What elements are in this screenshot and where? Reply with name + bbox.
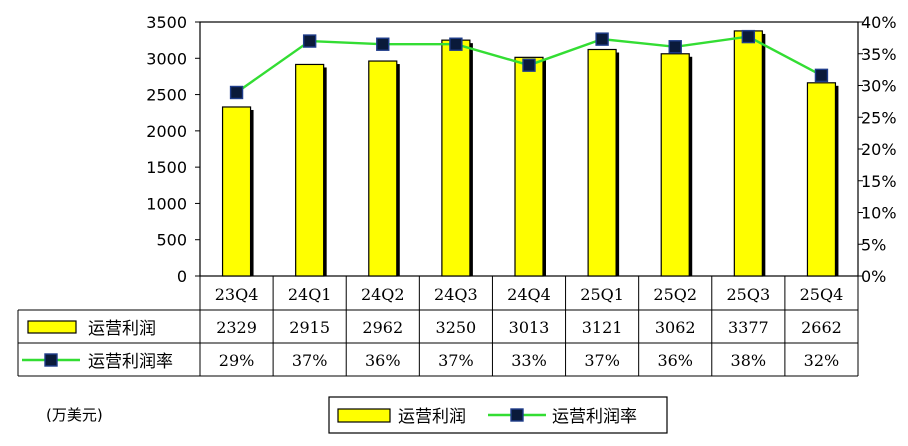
legend-label: 运营利润 — [398, 407, 466, 427]
y2-tick-label: 5% — [861, 235, 886, 254]
legend: 运营利润 运营利润率 — [328, 396, 668, 434]
table-key-marker — [44, 353, 58, 367]
line-marker — [449, 37, 463, 51]
category-label: 24Q4 — [507, 285, 551, 304]
category-label: 25Q2 — [653, 285, 697, 304]
category-label: 24Q2 — [361, 285, 405, 304]
category-label: 24Q1 — [288, 285, 332, 304]
bar-value-label: 3062 — [655, 318, 696, 337]
legend-key-bar — [337, 408, 391, 423]
line-marker — [376, 37, 390, 51]
line-marker — [741, 29, 756, 44]
category-label: 24Q3 — [434, 285, 478, 304]
line-value-label: 37% — [292, 351, 328, 370]
y-tick-label: 2000 — [146, 122, 187, 141]
bar-value-label: 3013 — [509, 318, 550, 337]
bar — [368, 60, 398, 277]
bar-value-label: 2662 — [801, 318, 842, 337]
y-tick-label: 2500 — [146, 86, 187, 105]
unit-label: (万美元) — [46, 406, 103, 424]
y-tick-label: 3500 — [146, 13, 187, 32]
line-value-label: 37% — [438, 351, 474, 370]
line-value-label: 37% — [584, 351, 620, 370]
y2-tick-label: 35% — [861, 45, 897, 64]
bar — [660, 53, 690, 277]
bar — [221, 106, 252, 277]
bar-value-label: 3250 — [436, 318, 477, 337]
y-tick-label: 500 — [156, 231, 187, 250]
table-row-label: 运营利润 — [88, 319, 156, 339]
bar-value-label: 3121 — [582, 318, 623, 337]
bar — [514, 56, 544, 277]
bar-value-label: 2329 — [216, 318, 257, 337]
bar — [587, 48, 617, 277]
plot-area — [199, 21, 859, 277]
line-value-label: 36% — [657, 351, 693, 370]
left-y-axis: 0 500 1000 1500 2000 2500 3000 3500 — [146, 13, 200, 286]
y2-tick-label: 15% — [861, 172, 897, 191]
table-row-label: 运营利润率 — [88, 352, 173, 372]
line-marker — [668, 40, 682, 54]
bar-value-label: 3377 — [728, 318, 769, 337]
y-tick-label: 0 — [177, 267, 187, 286]
legend-label: 运营利润率 — [552, 407, 637, 427]
y2-tick-label: 10% — [861, 204, 897, 223]
y-tick-label: 3000 — [146, 49, 187, 68]
line-marker — [814, 68, 829, 83]
y2-tick-label: 30% — [861, 77, 897, 96]
data-table: 23Q4 2329 29% 24Q1 2915 37% 24Q2 2962 36% 24Q3 325… — [17, 275, 859, 377]
category-label: 25Q1 — [580, 285, 624, 304]
right-y-axis: 0% 5% 10% 15% 20% 25% 30% 35% 40% — [858, 13, 897, 286]
category-label: 23Q4 — [215, 285, 259, 304]
bar — [441, 39, 471, 277]
y2-tick-label: 40% — [861, 13, 897, 32]
line-marker — [595, 32, 609, 46]
category-label: 25Q3 — [727, 285, 771, 304]
table-key-bar — [27, 320, 77, 334]
legend-key-marker — [510, 408, 524, 422]
bar — [806, 82, 837, 277]
y-tick-label: 1000 — [146, 194, 187, 213]
line-value-label: 33% — [511, 351, 547, 370]
chart-footer: (万美元) 运营利润 运营利润率 — [46, 396, 668, 434]
bar — [733, 30, 763, 277]
line-marker — [522, 58, 536, 72]
line-marker — [302, 34, 317, 48]
category-label: 25Q4 — [800, 285, 844, 304]
line-value-label: 38% — [731, 351, 767, 370]
bar-value-label: 2915 — [289, 318, 330, 337]
y2-tick-label: 25% — [861, 108, 897, 127]
line-value-label: 29% — [219, 351, 255, 370]
line-value-label: 32% — [804, 351, 840, 370]
line-value-label: 36% — [365, 351, 401, 370]
bar-value-label: 2962 — [362, 318, 403, 337]
line-marker — [229, 85, 244, 100]
y2-tick-label: 20% — [861, 140, 897, 159]
y-tick-label: 1500 — [146, 158, 187, 177]
bar — [295, 63, 325, 277]
y2-tick-label: 0% — [861, 267, 886, 286]
